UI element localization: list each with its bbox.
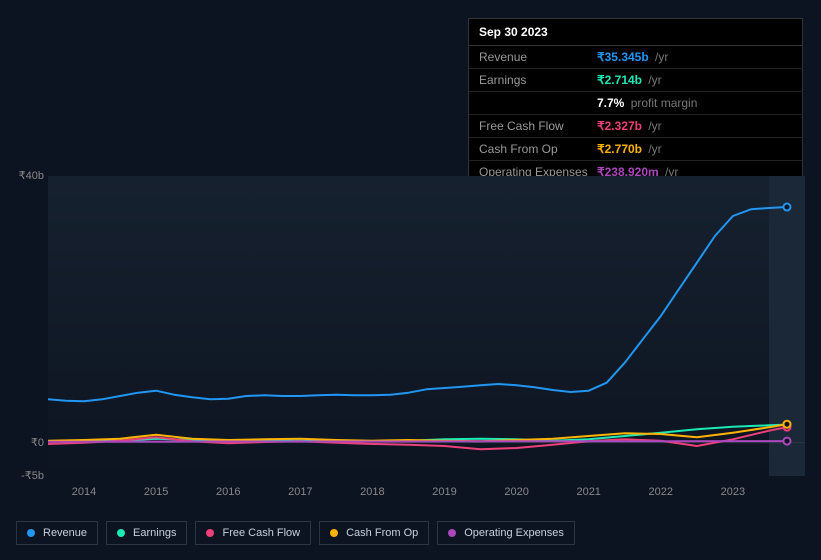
tooltip-metric-label: Free Cash Flow [479,119,597,133]
legend-item[interactable]: Cash From Op [319,521,429,545]
x-axis-label: 2015 [136,486,176,498]
legend-label: Cash From Op [346,527,418,539]
tooltip-metric-label: Cash From Op [479,142,597,156]
legend-label: Operating Expenses [464,527,564,539]
legend-item[interactable]: Operating Expenses [437,521,575,545]
x-axis-label: 2017 [280,486,320,498]
x-axis-label: 2020 [497,486,537,498]
tooltip-metric-value: ₹35.345b /yr [597,50,668,64]
chart-plot[interactable] [48,176,805,476]
legend-label: Free Cash Flow [222,527,300,539]
y-axis-label: ₹40b [16,169,44,182]
x-axis-label: 2021 [569,486,609,498]
legend-item[interactable]: Free Cash Flow [195,521,311,545]
x-axis-label: 2014 [64,486,104,498]
x-axis-label: 2019 [425,486,465,498]
chart-legend: Revenue Earnings Free Cash Flow Cash From O… [16,521,575,545]
tooltip-metric-value: ₹2.770b /yr [597,142,662,156]
x-axis-label: 2018 [352,486,392,498]
legend-dot-icon [206,529,214,537]
legend-label: Earnings [133,527,176,539]
legend-dot-icon [448,529,456,537]
legend-dot-icon [330,529,338,537]
tooltip-date: Sep 30 2023 [469,19,802,46]
legend-item[interactable]: Revenue [16,521,98,545]
y-axis-label: ₹0 [16,436,44,449]
tooltip-row: Free Cash Flow₹2.327b /yr [469,115,802,138]
tooltip-row: Earnings₹2.714b /yr [469,69,802,92]
legend-dot-icon [117,529,125,537]
x-axis-label: 2022 [641,486,681,498]
legend-label: Revenue [43,527,87,539]
tooltip-metric-label: Earnings [479,73,597,87]
legend-dot-icon [27,529,35,537]
tooltip-metric-label: Revenue [479,50,597,64]
tooltip-metric-value: ₹2.714b /yr [597,73,662,87]
x-axis-label: 2016 [208,486,248,498]
financial-chart: ₹40b ₹0 -₹5b 2014 2015 2016 2017 2018 2019 2020 2… [16,158,805,503]
tooltip-row: 7.7% profit margin [469,92,802,115]
legend-item[interactable]: Earnings [106,521,187,545]
x-axis-label: 2023 [713,486,753,498]
tooltip-metric-value: ₹2.327b /yr [597,119,662,133]
y-axis-label: -₹5b [16,469,44,482]
tooltip-row: Revenue₹35.345b /yr [469,46,802,69]
